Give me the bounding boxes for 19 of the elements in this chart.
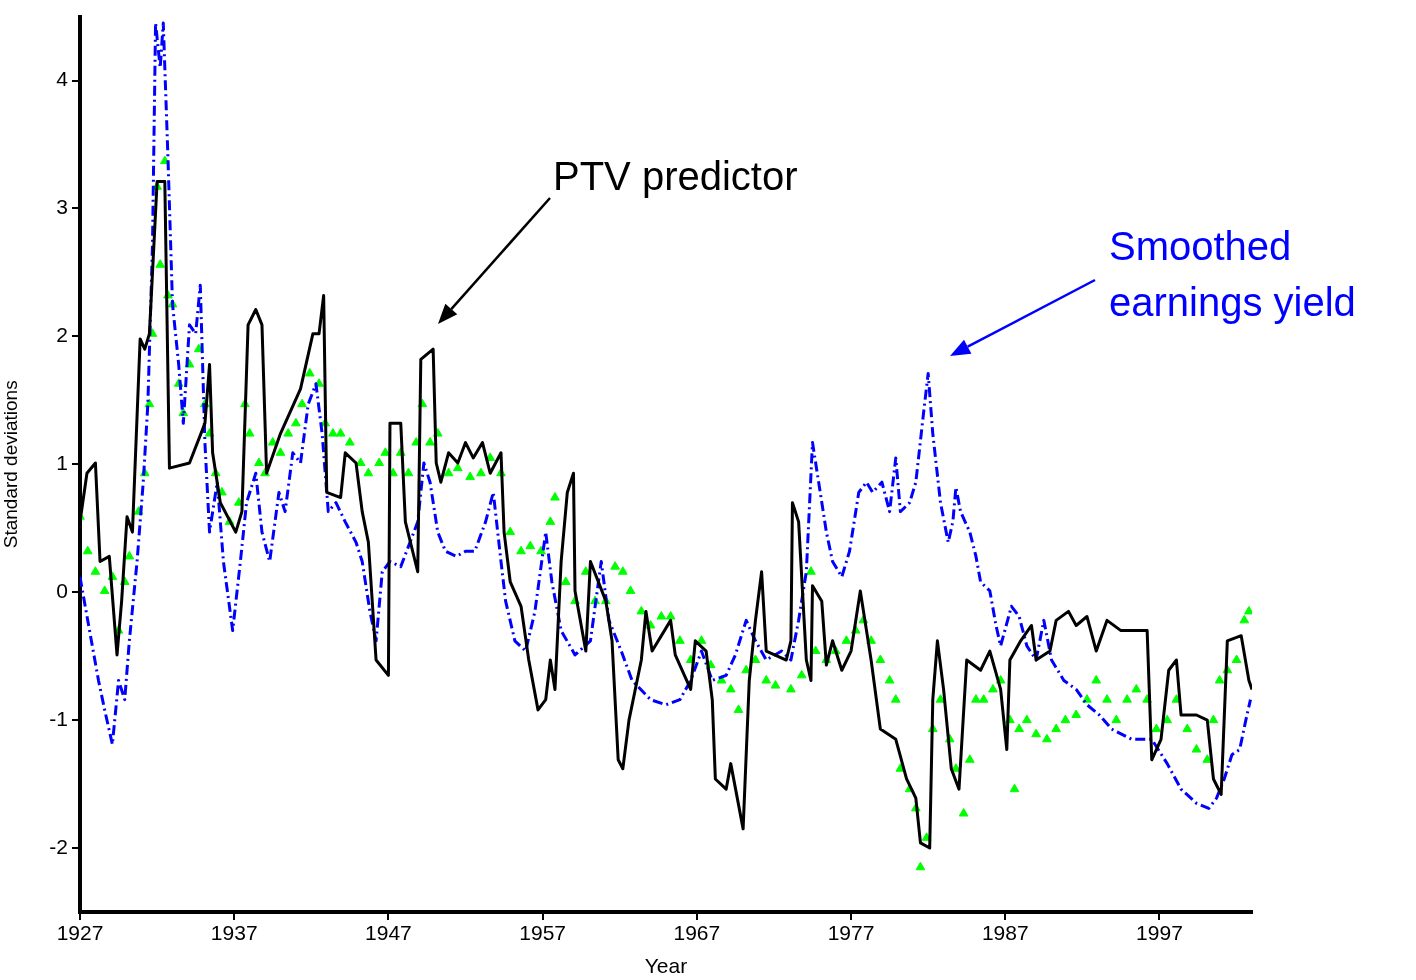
y-tick-label: 4	[56, 67, 69, 91]
x-tick-label: 1937	[210, 921, 258, 945]
x-tick-label: 1967	[673, 921, 721, 945]
x-tick-label: 1977	[827, 921, 875, 945]
x-tick-label: 1987	[981, 921, 1029, 945]
y-tick-label: 2	[56, 323, 68, 347]
text: Smoothed earnings yield	[1109, 223, 1357, 326]
x-tick-label: 1927	[56, 921, 104, 945]
y-tick-label: 3	[56, 195, 68, 219]
x-tick-label: 1957	[519, 921, 566, 945]
x-tick-label: 1947	[365, 921, 412, 945]
x-axis-title: Year	[644, 954, 688, 978]
y-tick-label: -1	[49, 706, 68, 730]
x-tick-label: 1997	[1136, 921, 1183, 945]
y-tick-label: -2	[49, 834, 68, 858]
y-axis-title: Standard deviations	[0, 380, 21, 549]
text: PTV predictor	[553, 153, 799, 200]
y-tick-label: 1	[56, 451, 68, 475]
y-tick-label: 0	[56, 579, 68, 603]
